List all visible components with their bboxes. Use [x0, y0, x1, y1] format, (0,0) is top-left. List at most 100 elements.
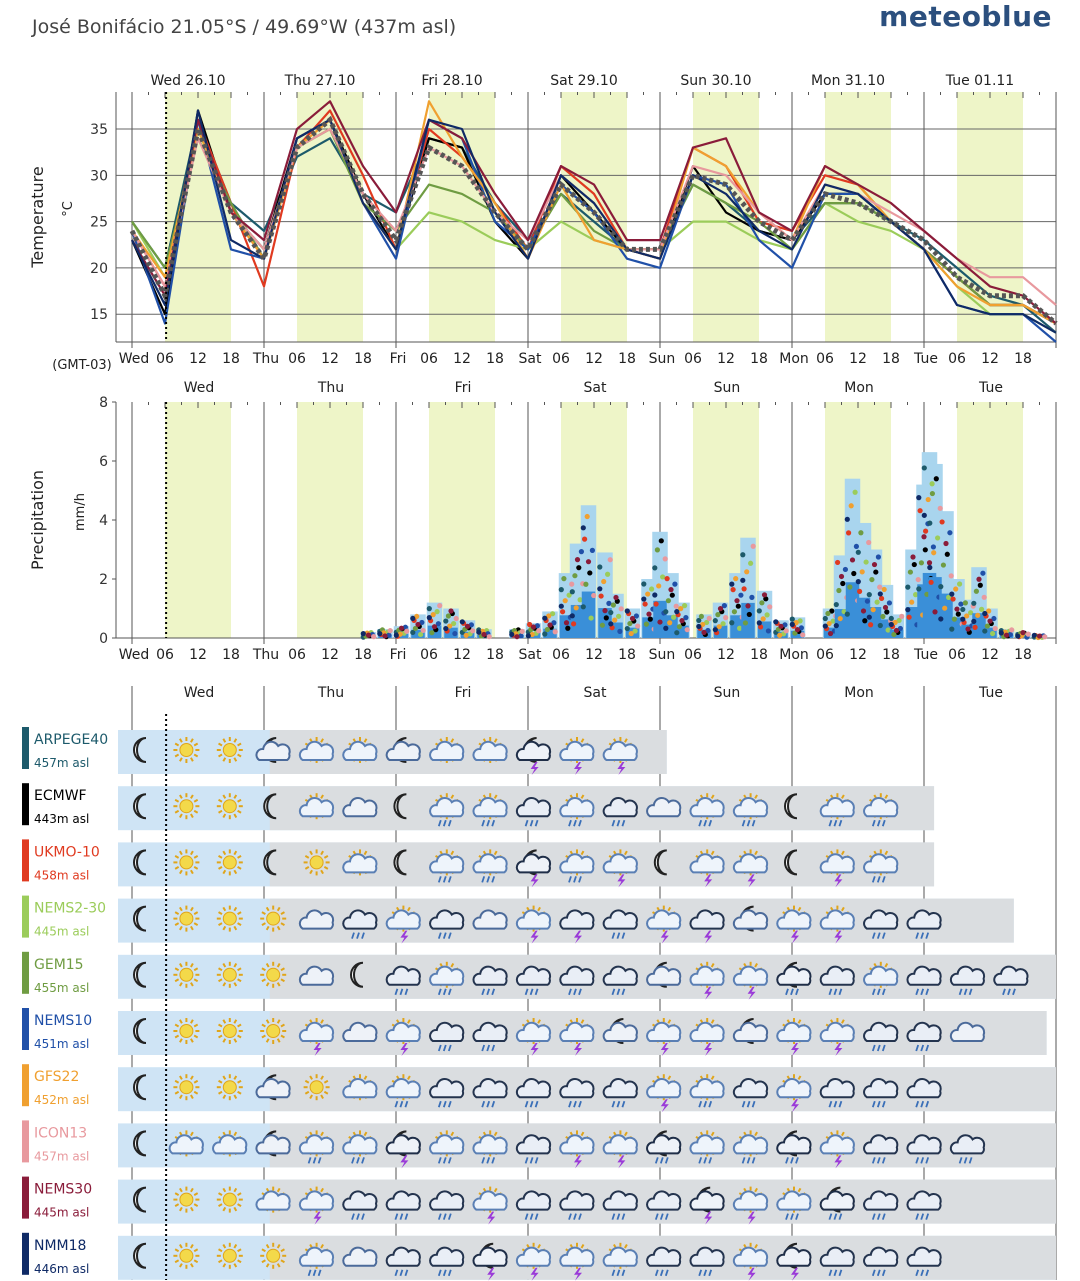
sun-ray-icon	[222, 1094, 227, 1099]
sun-ray-icon	[667, 906, 672, 912]
cloud-storm-icon	[559, 909, 595, 944]
cloud-icon	[429, 1246, 465, 1267]
cloud-icon	[298, 909, 335, 930]
cloud-icon	[472, 853, 508, 874]
moon-cloud-icon	[255, 1130, 291, 1157]
cloud-icon	[472, 909, 508, 930]
precipitation-dot	[833, 623, 839, 629]
sun-ray-icon	[190, 1187, 194, 1193]
cloud-icon	[342, 1246, 378, 1267]
rain-icon	[442, 1213, 447, 1220]
sun-rain-icon	[385, 1074, 421, 1108]
rain-icon	[529, 819, 534, 827]
precipitation-dot	[863, 559, 869, 565]
cloud-icon	[255, 1190, 291, 1211]
day-label: Mon	[844, 685, 874, 701]
y-tick-label: 35	[90, 122, 108, 138]
rain-icon	[491, 1157, 496, 1164]
sun-ray-icon	[754, 850, 758, 856]
model-altitude: 445m asl	[34, 925, 89, 939]
rain-icon	[925, 932, 930, 939]
sun-ray-icon	[179, 963, 183, 968]
sun-ray-icon	[222, 794, 227, 799]
y-axis-label: Temperature	[28, 166, 47, 268]
rain-icon	[524, 1213, 529, 1220]
rain-icon	[568, 988, 572, 996]
rain-icon	[920, 1213, 925, 1220]
sun-ray-icon	[450, 850, 455, 856]
model-altitude: 457m asl	[34, 756, 89, 770]
lightning-icon	[791, 1267, 799, 1281]
precipitation-dot	[938, 584, 944, 590]
meteoblue-logo[interactable]: meteoblue	[879, 0, 1052, 33]
rain-icon	[481, 1044, 486, 1052]
sun-icon	[266, 967, 281, 982]
precipitation-dot	[701, 629, 707, 636]
precipitation-dot	[377, 631, 383, 637]
precipitation-dot	[598, 593, 604, 599]
y-axis-label: Precipitation	[28, 470, 47, 570]
precipitation-dot	[398, 625, 405, 631]
precipitation-dot	[964, 613, 970, 619]
precipitation-dot	[915, 576, 921, 583]
precipitation-dot	[954, 606, 960, 612]
sun-ray-icon	[233, 757, 238, 762]
rain-icon	[534, 1157, 539, 1164]
precipitation-dot	[842, 566, 849, 573]
rain-icon	[790, 1213, 794, 1220]
day-label: Thu	[317, 380, 344, 396]
rain-icon	[698, 819, 703, 827]
x-day-label: Sat	[519, 351, 542, 367]
sun-ray-icon	[218, 978, 223, 983]
sun-icon	[260, 961, 287, 988]
sun-ray-icon	[193, 753, 199, 758]
precipitation-dot	[836, 587, 842, 594]
sun-ray-icon	[193, 967, 199, 972]
cloud-icon	[689, 1190, 725, 1211]
cloud-rain-icon	[429, 1078, 465, 1108]
cloud-icon	[863, 1246, 899, 1267]
cloud-rain-icon	[602, 1190, 638, 1220]
sun-ray-icon	[190, 1206, 194, 1212]
precipitation-dot	[437, 603, 443, 609]
precipitation-dot	[587, 570, 593, 576]
sun-rain-icon	[732, 1130, 769, 1164]
sun-rain-icon	[559, 793, 595, 827]
rain-icon	[871, 932, 876, 939]
precipitation-dot	[950, 596, 956, 602]
rain-icon	[746, 1100, 751, 1108]
precipitation-dot	[938, 616, 944, 622]
sun-ray-icon	[222, 1187, 227, 1193]
precipitation-dot	[826, 620, 832, 627]
sun-storm-icon	[298, 1018, 335, 1056]
moon-icon	[784, 849, 798, 876]
precipitation-dot	[657, 619, 663, 625]
y-tick-label: 20	[90, 261, 108, 277]
day-label: Thu	[317, 685, 344, 701]
daylight-band	[957, 402, 1023, 638]
lightning-icon	[617, 1155, 626, 1169]
cloud-icon	[429, 1190, 465, 1211]
sun-ray-icon	[884, 794, 889, 799]
cloud-icon	[602, 1190, 638, 1211]
sun-ray-icon	[237, 1248, 242, 1253]
cloud-icon	[385, 1246, 421, 1267]
rain-icon	[881, 1100, 886, 1108]
cloud-rain-icon	[472, 1021, 508, 1052]
sun-ray-icon	[179, 738, 183, 743]
sun-rain-icon	[863, 793, 899, 827]
model-color-swatch	[22, 1008, 29, 1050]
sun-ray-icon	[580, 738, 585, 743]
rain-icon	[1002, 988, 1006, 996]
rain-icon	[790, 988, 794, 996]
day-label: Fri	[455, 380, 472, 396]
precipitation-dot	[982, 610, 988, 617]
x-hour-label: 18	[882, 351, 900, 367]
model-name: ARPEGE40	[34, 732, 108, 748]
x-day-label: Mon	[779, 351, 809, 367]
precipitation-dot	[756, 608, 762, 614]
cloud-rain-icon	[559, 1078, 595, 1108]
sun-ray-icon	[754, 794, 758, 799]
sun-cloud-icon	[342, 849, 378, 876]
x-hour-label: 18	[222, 351, 240, 367]
